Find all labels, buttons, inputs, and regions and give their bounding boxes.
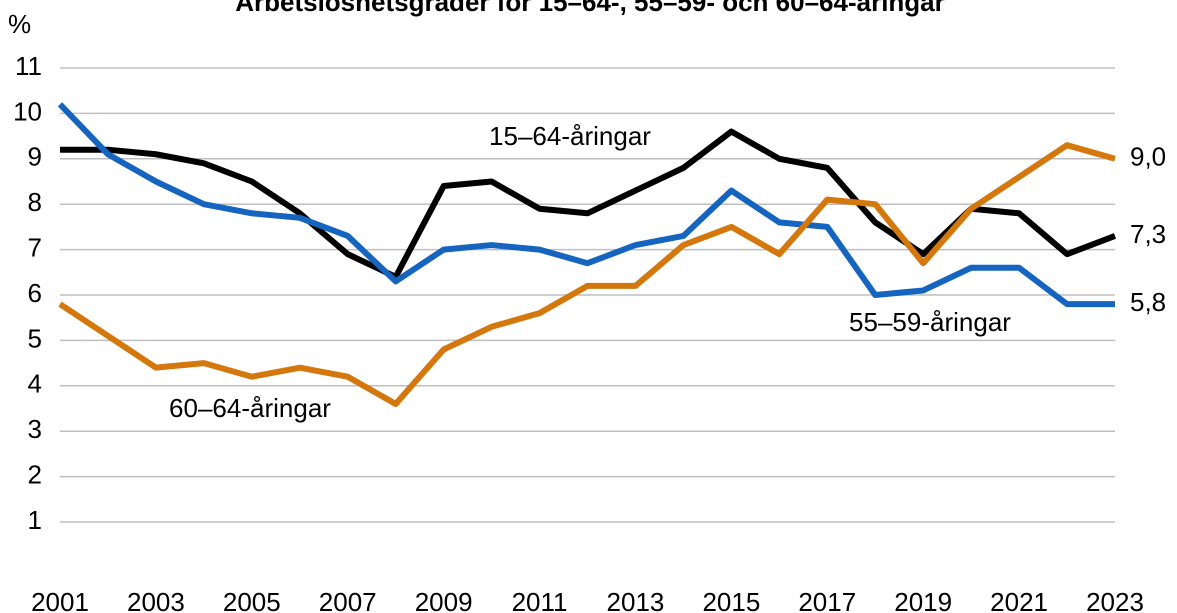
y-tick-label: 11 [15,51,42,81]
y-tick-label: 1 [28,505,42,535]
series-label: 60–64-åringar [169,393,331,423]
y-tick-label: 10 [13,96,42,126]
y-tick-label: 3 [28,414,42,444]
x-tick-label: 2011 [512,587,568,613]
x-tick-label: 2021 [990,587,1048,613]
y-tick-label: 2 [28,459,42,489]
x-tick-label: 2003 [127,587,185,613]
y-axis-label: % [8,9,31,39]
y-tick-label: 8 [28,187,42,217]
x-tick-label: 2001 [31,587,89,613]
x-tick-label: 2017 [798,587,856,613]
series-line [58,142,1116,407]
series-line [60,128,1117,280]
end-value-label: 7,3 [1130,219,1166,249]
x-tick-label: 2009 [415,587,473,613]
series-label: 55–59-åringar [849,307,1011,337]
x-tick-label: 2015 [702,587,760,613]
y-tick-label: 4 [28,369,42,399]
x-tick-label: 2007 [319,587,377,613]
x-tick-label: 2013 [607,587,665,613]
x-tick-label: 2019 [894,587,952,613]
y-tick-label: 5 [28,323,42,353]
x-tick-label: 2023 [1086,587,1144,613]
chart-title: Arbetslöshetsgrader för 15–64-, 55–59- o… [235,0,945,17]
y-tick-label: 6 [28,278,42,308]
end-value-label: 5,8 [1130,287,1166,317]
x-tick-label: 2005 [223,587,281,613]
series-label: 15–64-åringar [489,121,651,151]
y-tick-label: 7 [28,232,42,262]
y-tick-label: 9 [28,142,42,172]
series-line [57,102,1115,308]
end-value-label: 9,0 [1130,142,1166,172]
